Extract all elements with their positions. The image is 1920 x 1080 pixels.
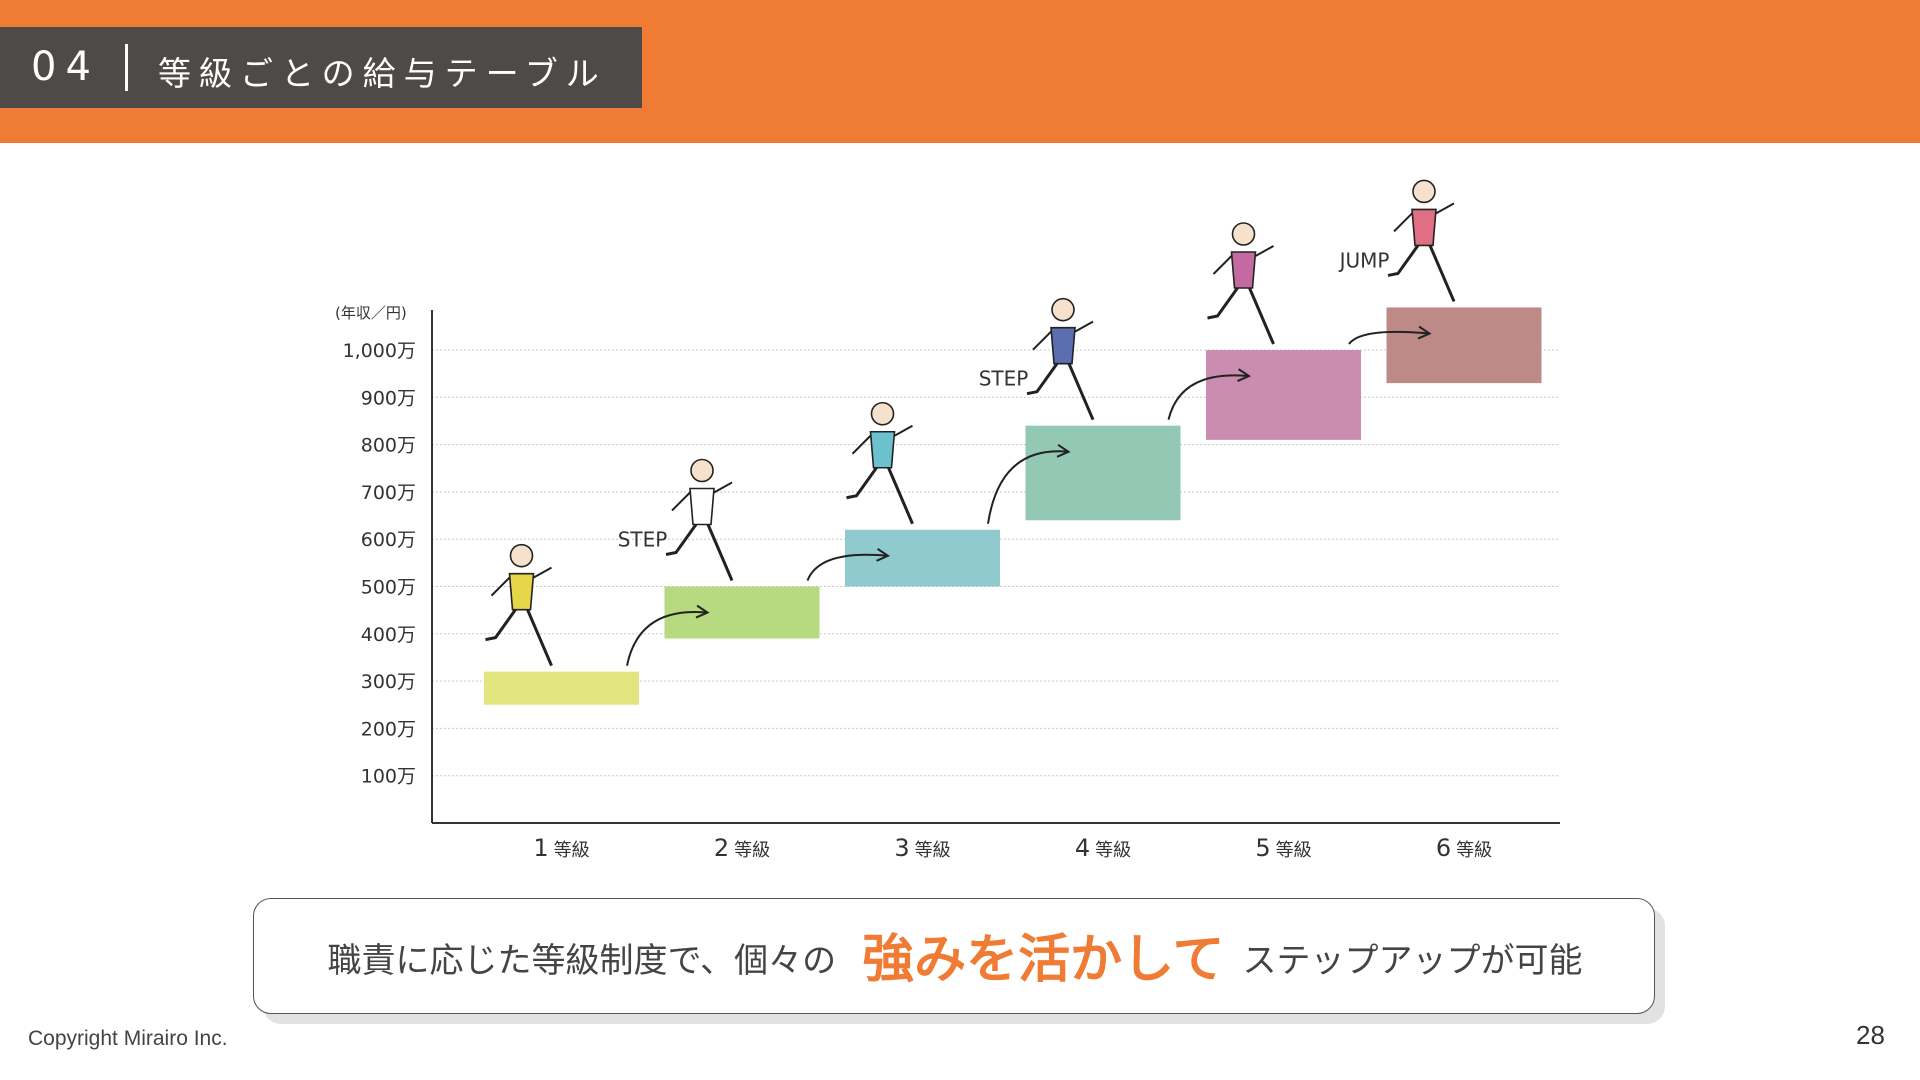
person-arms	[490, 566, 552, 597]
salary-range-bar-6	[1386, 307, 1542, 384]
person-legs	[1026, 362, 1095, 421]
y-tick-label: 700万	[361, 482, 416, 504]
x-category-label: 1 等級	[533, 834, 589, 862]
step-arrow	[1348, 332, 1429, 345]
y-tick-label: 900万	[361, 387, 416, 409]
salary-range-bar-5	[1206, 350, 1361, 440]
person-torso	[1050, 326, 1076, 365]
step-annotation: STEP	[618, 528, 668, 552]
callout-text: 職責に応じた等級制度で、個々の 強みを活かして ステップアップが可能	[254, 899, 1656, 1015]
person-illustration-icon	[1387, 179, 1456, 303]
y-tick-label: 1,000万	[343, 340, 416, 362]
person-head	[870, 401, 895, 426]
x-category-label: 4 等級	[1075, 834, 1131, 862]
person-torso	[689, 487, 715, 526]
person-head	[509, 543, 534, 568]
copyright: Copyright Mirairo Inc.	[28, 1027, 228, 1050]
section-number: 04	[31, 44, 100, 90]
y-tick-label: 500万	[361, 577, 416, 599]
person-illustration-icon	[1207, 222, 1275, 345]
person-head	[690, 458, 714, 483]
person-legs	[1207, 287, 1275, 345]
step-arrow	[806, 555, 888, 581]
callout-suffix: ステップアップが可能	[1242, 940, 1583, 981]
person-torso	[1411, 208, 1437, 247]
person-torso	[1230, 251, 1257, 289]
step-annotation: JUMP	[1338, 248, 1390, 272]
step-arrow	[987, 451, 1068, 524]
person-illustration-icon	[1026, 297, 1095, 421]
salary-range-bar-1	[484, 671, 639, 705]
person-arms	[1032, 320, 1094, 351]
callout-box: 職責に応じた等級制度で、個々の 強みを活かして ステップアップが可能	[253, 898, 1655, 1014]
x-category-label: 6 等級	[1436, 834, 1492, 862]
y-tick-label: 800万	[361, 435, 416, 457]
person-illustration-icon	[485, 543, 553, 667]
title-separator	[125, 44, 128, 91]
person-illustration-icon	[846, 401, 914, 525]
person-head	[1051, 297, 1075, 322]
salary-range-chart: 1,000万 900万 800万 700万 600万 500万 400万 300万 200万 10…	[335, 179, 1560, 862]
section-title-box: 04 等級ごとの給与テーブル	[0, 27, 642, 108]
person-arms	[1212, 245, 1274, 275]
person-torso	[508, 572, 535, 611]
person-arms	[1393, 202, 1455, 233]
person-legs	[485, 608, 553, 667]
y-tick-label: 600万	[361, 529, 416, 551]
callout-prefix: 職責に応じた等級制度で、個々の	[327, 940, 837, 981]
person-legs	[1387, 244, 1456, 303]
person-legs	[665, 523, 734, 582]
step-arrow	[626, 612, 707, 666]
person-legs	[846, 466, 914, 525]
person-illustration-icon	[665, 458, 734, 582]
y-axis-label: (年収／円)	[335, 304, 407, 322]
salary-range-bar-4	[1025, 425, 1181, 521]
person-arms	[671, 481, 733, 512]
person-torso	[869, 430, 896, 469]
x-category-label: 2 等級	[714, 834, 770, 862]
step-arrow	[1167, 375, 1249, 420]
page-title: 等級ごとの給与テーブル	[158, 54, 607, 93]
person-arms	[851, 424, 913, 455]
y-tick-label: 200万	[361, 718, 416, 740]
step-annotation: STEP	[979, 367, 1029, 391]
salary-range-bar-3	[845, 529, 1000, 587]
page-number: 28	[1856, 1020, 1885, 1050]
y-tick-label: 400万	[361, 624, 416, 646]
x-category-label: 5 等級	[1255, 834, 1311, 862]
y-tick-label: 100万	[361, 766, 416, 788]
callout-emphasis: 強みを活かして	[862, 929, 1225, 990]
y-tick-label: 300万	[361, 671, 416, 693]
person-head	[1231, 222, 1256, 246]
x-category-label: 3 等級	[894, 834, 950, 862]
person-head	[1412, 179, 1436, 204]
